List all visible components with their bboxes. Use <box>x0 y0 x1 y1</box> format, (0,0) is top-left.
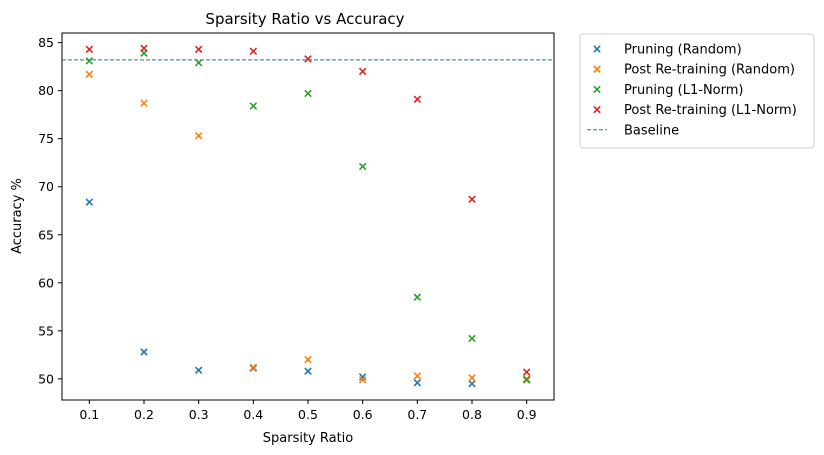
data-point <box>413 293 422 301</box>
legend-marker <box>593 65 601 73</box>
legend-frame <box>579 33 815 149</box>
y-tick-label: 75 <box>38 131 54 146</box>
data-point <box>140 99 148 107</box>
data-point <box>85 198 94 206</box>
y-tick-label: 65 <box>38 227 54 242</box>
data-point <box>413 378 422 387</box>
data-point <box>304 355 312 364</box>
data-point <box>304 55 312 63</box>
data-point <box>85 45 94 54</box>
x-tick-label: 0.7 <box>407 407 427 422</box>
data-point <box>85 57 94 65</box>
chart-title: Sparsity Ratio vs Accuracy <box>205 10 404 28</box>
y-tick-label: 60 <box>38 275 54 290</box>
legend: Pruning (Random) Post Re-training (Random… <box>579 33 815 149</box>
data-point <box>194 45 203 54</box>
x-tick-label: 0.4 <box>243 407 263 422</box>
data-point <box>522 368 531 376</box>
y-tick-label: 80 <box>38 83 54 98</box>
data-point <box>194 132 203 140</box>
y-tick-label: 85 <box>38 35 54 50</box>
x-axis-label: Sparsity Ratio <box>263 431 354 446</box>
y-tick-label: 50 <box>38 371 54 386</box>
data-point <box>194 59 203 67</box>
data-point <box>85 70 94 79</box>
x-tick-label: 0.5 <box>298 407 318 422</box>
data-point <box>249 47 258 56</box>
data-point <box>413 95 422 104</box>
legend-entry: Pruning (L1-Norm) <box>624 83 743 98</box>
x-tick-label: 0.6 <box>353 407 373 422</box>
data-point <box>468 195 476 203</box>
data-point <box>140 44 148 53</box>
legend-entry: Baseline <box>624 123 679 138</box>
legend-entry: Post Re-training (L1-Norm) <box>624 103 797 118</box>
data-point <box>304 367 312 375</box>
data-point <box>468 379 476 388</box>
plot-area <box>61 32 555 401</box>
data-point <box>468 334 476 343</box>
legend-marker <box>593 45 601 53</box>
data-point <box>358 373 367 381</box>
data-point <box>358 162 367 171</box>
data-point <box>194 366 203 374</box>
x-tick-label: 0.2 <box>134 407 154 422</box>
x-tick-label: 0.8 <box>462 407 482 422</box>
x-tick-label: 0.3 <box>189 407 209 422</box>
data-point <box>358 67 367 76</box>
y-axis-label: Accuracy % <box>10 178 25 254</box>
data-point <box>140 348 148 356</box>
legend-marker <box>593 105 601 114</box>
data-point <box>358 376 367 384</box>
x-tick-label: 0.1 <box>79 407 99 422</box>
legend-entry: Post Re-training (Random) <box>624 63 795 78</box>
data-point <box>249 102 258 110</box>
legend-marker <box>593 85 601 94</box>
x-tick-label: 0.9 <box>517 407 537 422</box>
y-tick-label: 70 <box>38 179 54 194</box>
data-point <box>249 363 258 372</box>
data-point <box>413 372 422 380</box>
legend-entry: Pruning (Random) <box>624 43 742 58</box>
y-tick-label: 55 <box>38 323 54 338</box>
data-point <box>304 89 312 98</box>
data-point <box>522 376 531 384</box>
data-point <box>468 374 476 382</box>
